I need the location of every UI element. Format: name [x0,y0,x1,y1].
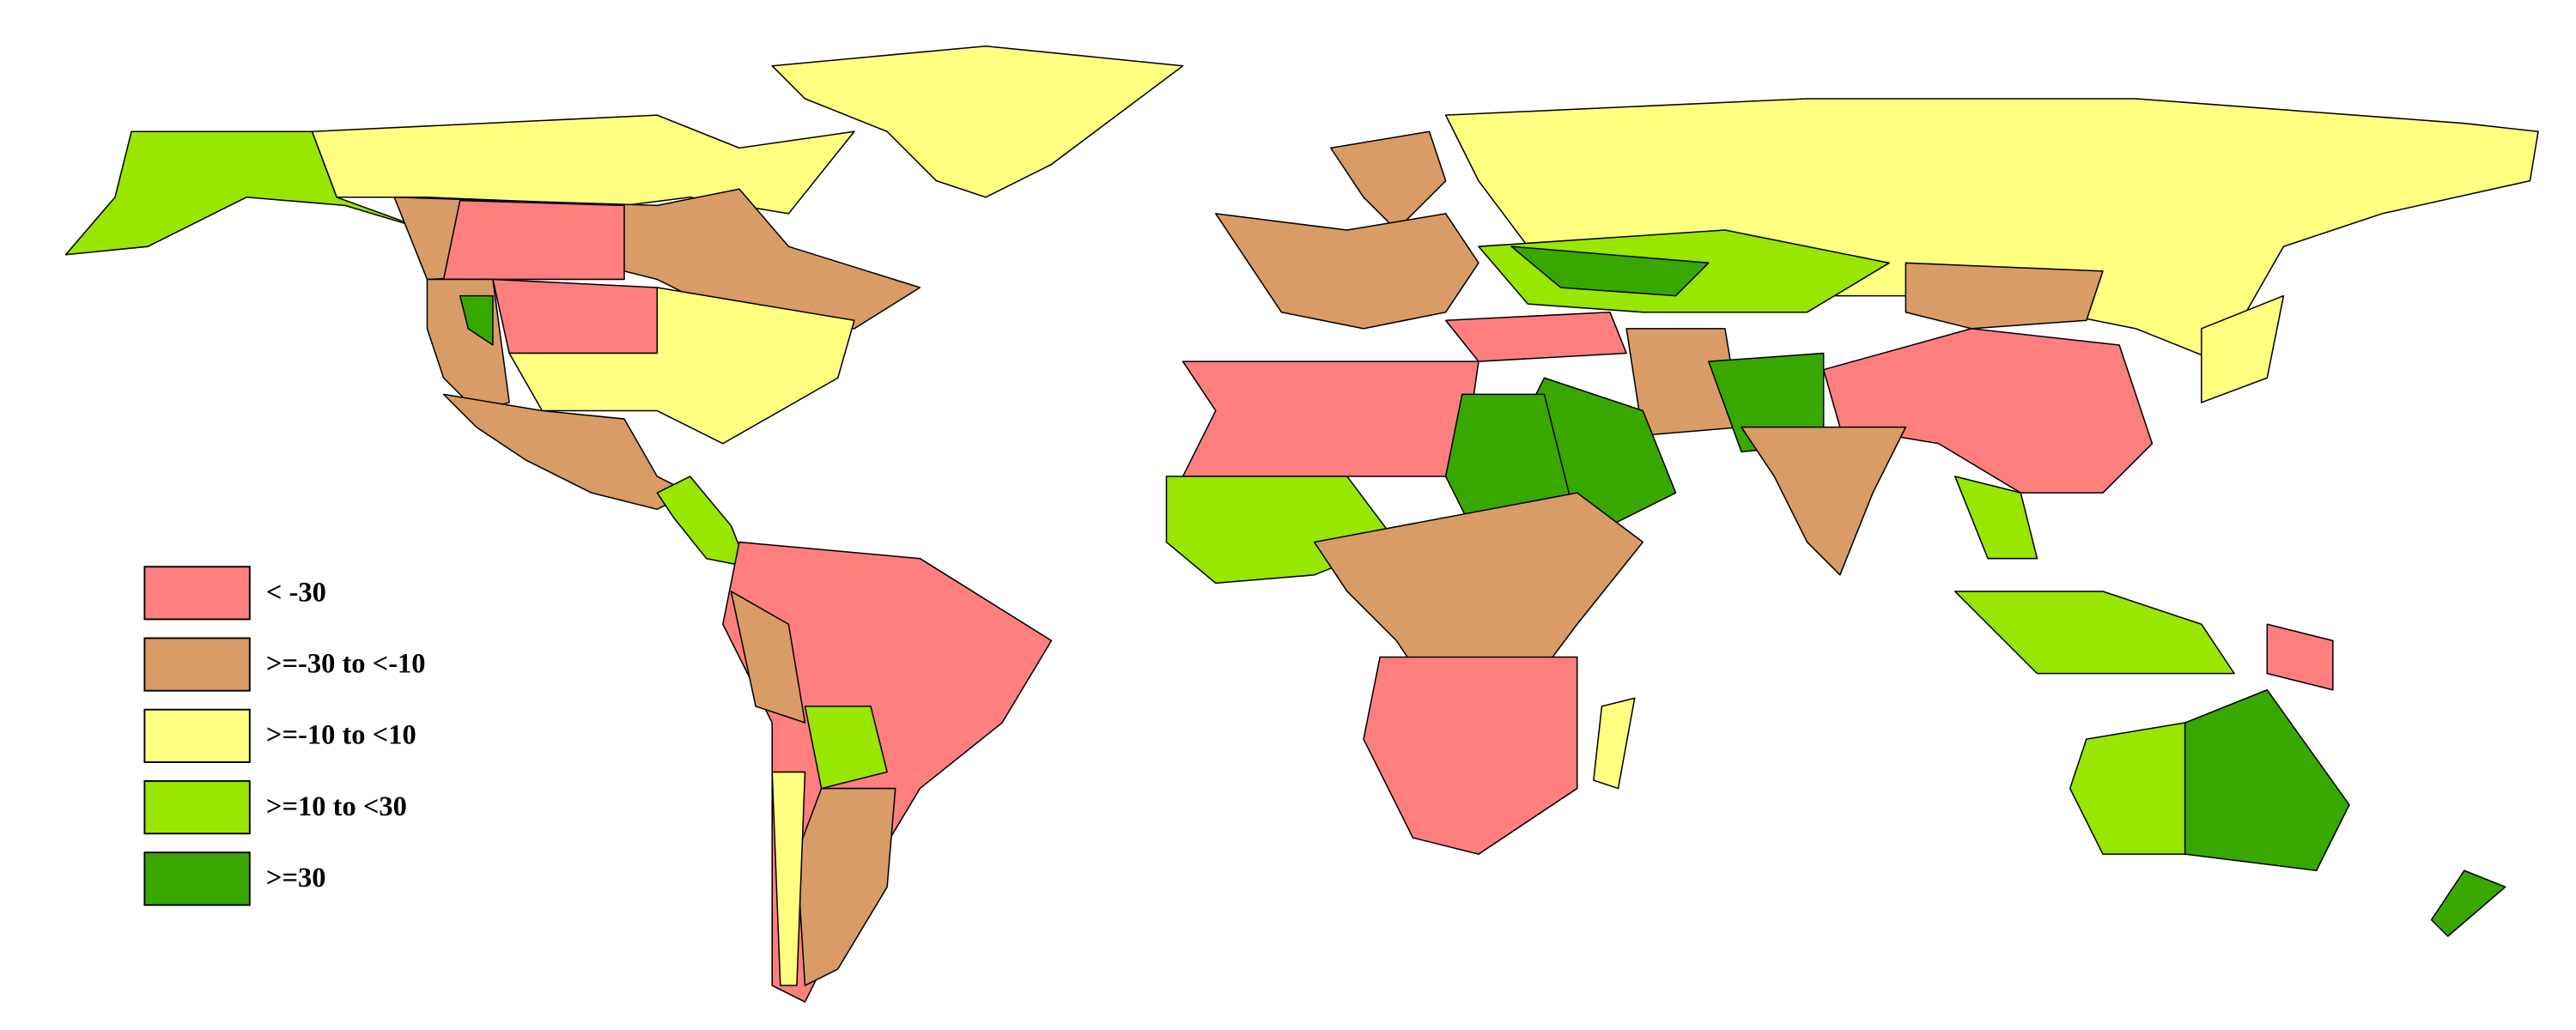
region [1215,213,1479,330]
regions [64,45,2539,1003]
legend-label: < -30 [266,577,326,608]
legend-box [143,708,251,763]
region [492,278,659,354]
region [656,476,749,568]
region [1363,656,1578,855]
region [442,199,625,281]
legend-box [143,779,251,835]
region [2430,869,2506,937]
region [2184,688,2350,871]
legend-box [143,637,251,692]
region [1510,245,1710,297]
region [459,294,494,346]
legend-label: >=-10 to <10 [266,720,416,751]
legend-label: >=10 to <30 [266,791,407,822]
region [771,45,1184,198]
region [1182,360,1479,477]
region [804,706,888,790]
region [771,771,806,986]
region [508,287,855,445]
region [1954,476,2038,560]
legend-box [143,851,251,906]
region [1905,262,2104,330]
legend-box [143,566,251,621]
region [2266,623,2334,691]
region [1444,311,1627,362]
region [2069,722,2186,855]
region [311,114,855,215]
region [730,591,806,724]
region [796,787,896,986]
region [1329,130,1447,231]
legend: < -30 >=-30 to <-10 >=-10 to <10 >=10 to <3… [143,566,426,906]
region [2201,294,2285,403]
region [1954,591,2235,675]
region [1593,697,1636,790]
legend-label: >=-30 to <-10 [266,648,426,679]
region [442,393,691,511]
region [1741,426,1907,576]
legend-label: >=30 [266,863,326,894]
